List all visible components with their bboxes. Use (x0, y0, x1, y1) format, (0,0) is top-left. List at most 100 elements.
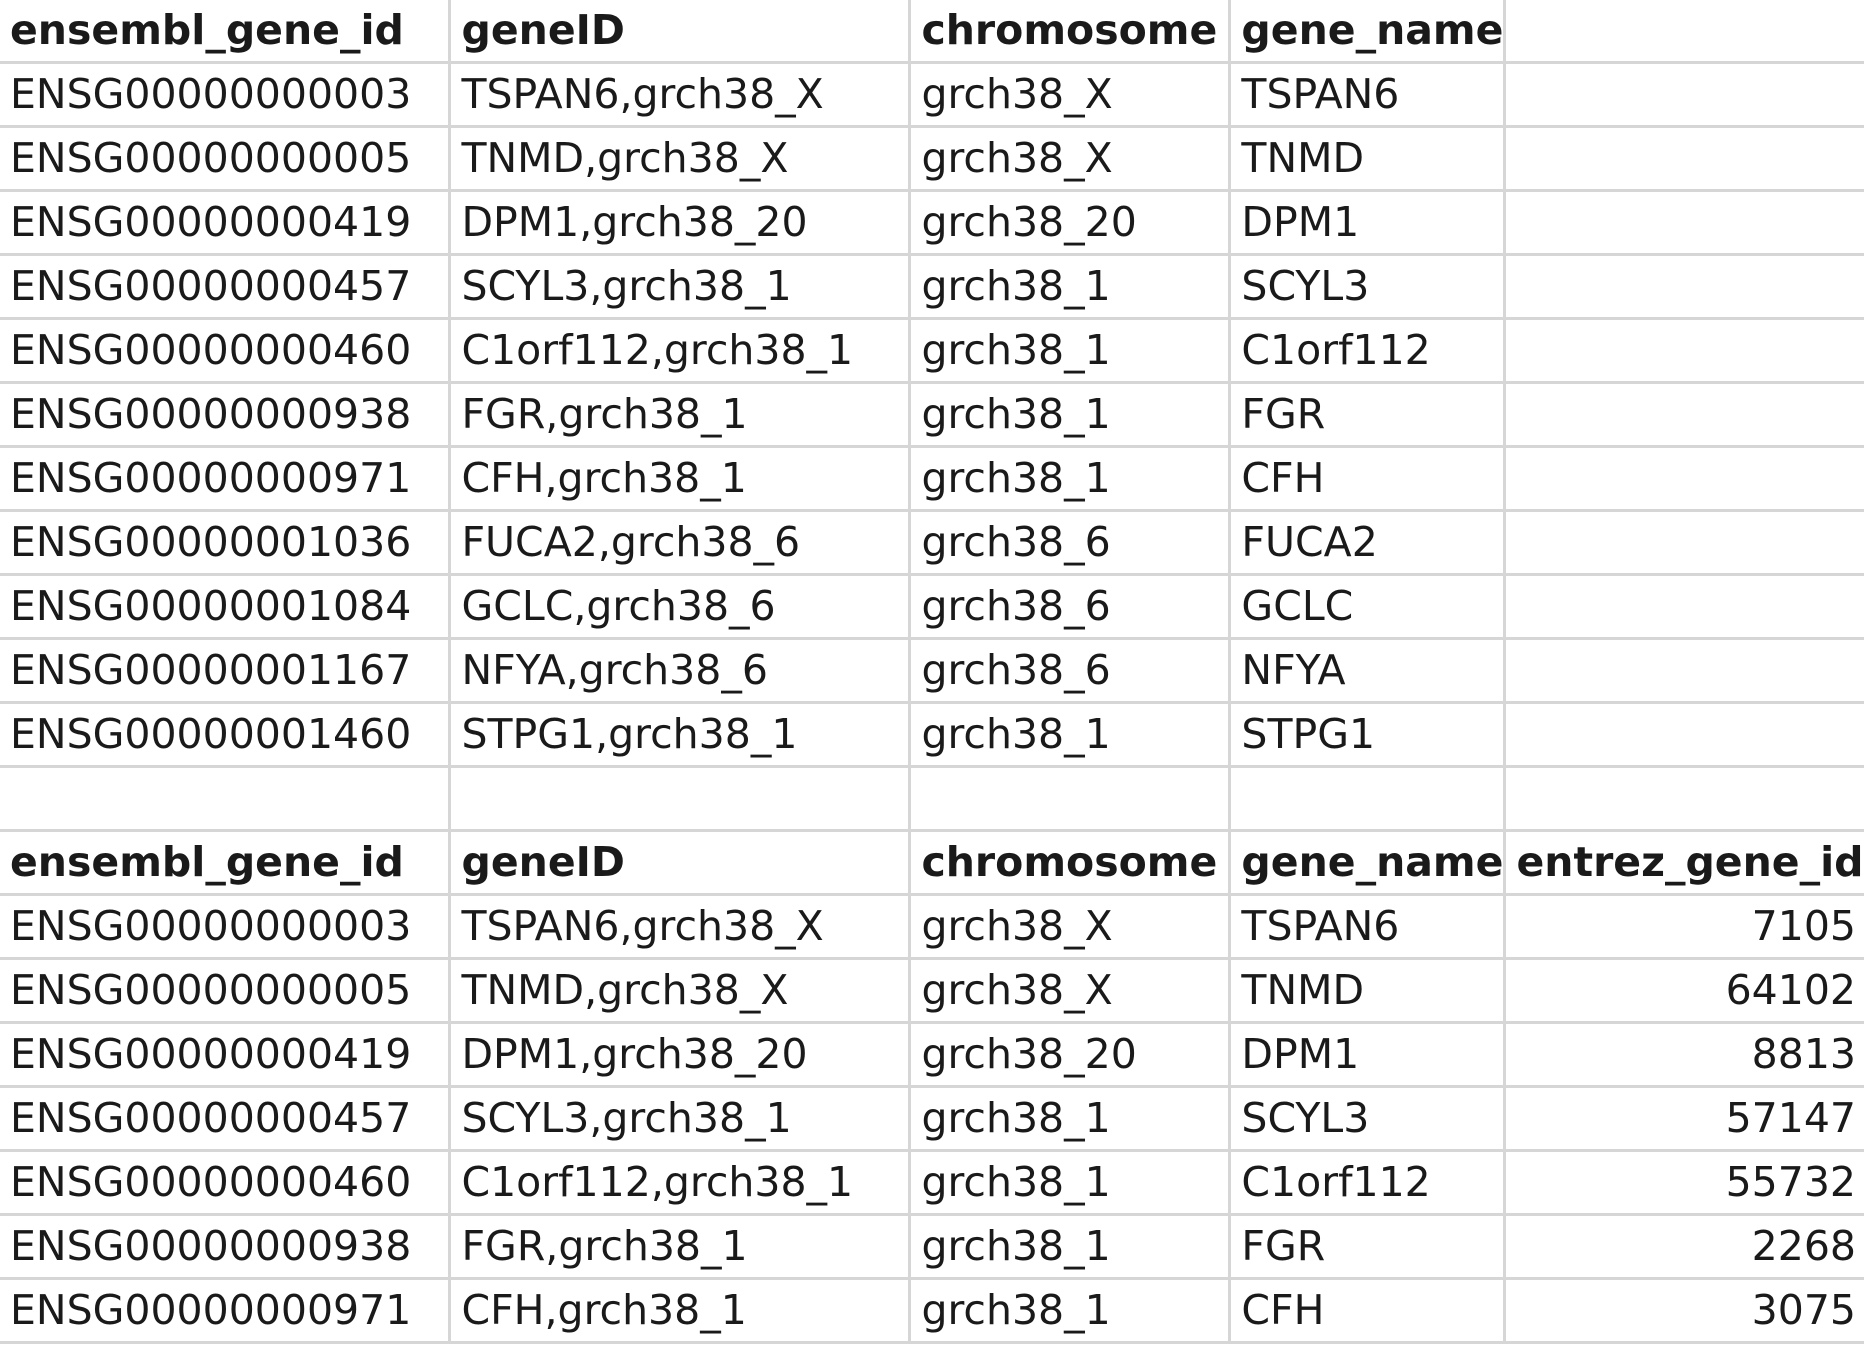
cell-empty[interactable] (1504, 702, 1864, 768)
cell-gene-name[interactable]: SCYL3 (1229, 1086, 1507, 1152)
cell-chromosome[interactable]: grch38_1 (909, 1086, 1232, 1152)
cell-entrez-gene-id[interactable]: 64102 (1504, 958, 1864, 1024)
cell-ensembl-gene-id[interactable]: ENSG00000000971 (0, 1278, 452, 1344)
cell-gene-name[interactable]: TSPAN6 (1229, 894, 1507, 960)
cell-chromosome[interactable]: grch38_20 (909, 1022, 1232, 1088)
cell-gene-name[interactable]: C1orf112 (1229, 318, 1507, 384)
cell-gene-name[interactable]: FGR (1229, 1214, 1507, 1280)
cell-gene-name[interactable]: TNMD (1229, 126, 1507, 192)
header-cell[interactable]: geneID (449, 830, 912, 896)
cell-empty[interactable] (1504, 382, 1864, 448)
cell-empty[interactable] (1504, 574, 1864, 640)
cell-entrez-gene-id[interactable]: 7105 (1504, 894, 1864, 960)
header-cell[interactable]: ensembl_gene_id (0, 0, 452, 64)
cell-ensembl-gene-id[interactable]: ENSG00000000005 (0, 958, 452, 1024)
cell-chromosome[interactable]: grch38_X (909, 126, 1232, 192)
cell-gene-id[interactable]: CFH,grch38_1 (449, 446, 912, 512)
cell-ensembl-gene-id[interactable]: ENSG00000000457 (0, 1086, 452, 1152)
cell-ensembl-gene-id[interactable]: ENSG00000000460 (0, 318, 452, 384)
cell-empty[interactable] (1504, 638, 1864, 704)
cell-empty[interactable] (1504, 62, 1864, 128)
cell-gene-name[interactable]: FUCA2 (1229, 510, 1507, 576)
header-cell[interactable]: chromosome (909, 830, 1232, 896)
cell-gene-id[interactable]: TNMD,grch38_X (449, 958, 912, 1024)
cell-ensembl-gene-id[interactable]: ENSG00000000005 (0, 126, 452, 192)
cell-empty[interactable] (1504, 446, 1864, 512)
cell-empty[interactable] (1504, 254, 1864, 320)
cell-chromosome[interactable]: grch38_1 (909, 702, 1232, 768)
cell-empty[interactable] (449, 766, 912, 832)
cell-ensembl-gene-id[interactable]: ENSG00000000938 (0, 382, 452, 448)
cell-chromosome[interactable]: grch38_6 (909, 638, 1232, 704)
cell-chromosome[interactable]: grch38_1 (909, 446, 1232, 512)
header-cell[interactable]: ensembl_gene_id (0, 830, 452, 896)
cell-chromosome[interactable]: grch38_1 (909, 1214, 1232, 1280)
cell-gene-id[interactable]: TNMD,grch38_X (449, 126, 912, 192)
cell-empty[interactable] (1504, 190, 1864, 256)
cell-gene-id[interactable]: TSPAN6,grch38_X (449, 62, 912, 128)
cell-gene-name[interactable]: NFYA (1229, 638, 1507, 704)
cell-gene-name[interactable]: TNMD (1229, 958, 1507, 1024)
header-cell[interactable]: gene_name (1229, 830, 1507, 896)
cell-gene-id[interactable]: C1orf112,grch38_1 (449, 318, 912, 384)
cell-chromosome[interactable]: grch38_6 (909, 510, 1232, 576)
cell-empty[interactable] (1504, 766, 1864, 832)
cell-gene-id[interactable]: FUCA2,grch38_6 (449, 510, 912, 576)
cell-empty[interactable] (1504, 126, 1864, 192)
cell-gene-id[interactable]: DPM1,grch38_20 (449, 190, 912, 256)
cell-chromosome[interactable]: grch38_1 (909, 382, 1232, 448)
cell-ensembl-gene-id[interactable]: ENSG00000000419 (0, 1022, 452, 1088)
header-cell[interactable]: entrez_gene_id (1504, 830, 1864, 896)
cell-gene-id[interactable]: SCYL3,grch38_1 (449, 254, 912, 320)
cell-ensembl-gene-id[interactable]: ENSG00000001167 (0, 638, 452, 704)
cell-gene-name[interactable]: GCLC (1229, 574, 1507, 640)
cell-empty[interactable] (909, 766, 1232, 832)
cell-gene-name[interactable]: STPG1 (1229, 702, 1507, 768)
cell-gene-name[interactable]: TSPAN6 (1229, 62, 1507, 128)
cell-ensembl-gene-id[interactable]: ENSG00000000419 (0, 190, 452, 256)
cell-ensembl-gene-id[interactable]: ENSG00000000457 (0, 254, 452, 320)
cell-empty[interactable] (1504, 510, 1864, 576)
cell-ensembl-gene-id[interactable]: ENSG00000000003 (0, 894, 452, 960)
cell-ensembl-gene-id[interactable]: ENSG00000000971 (0, 446, 452, 512)
cell-gene-name[interactable]: FGR (1229, 382, 1507, 448)
cell-chromosome[interactable]: grch38_1 (909, 1150, 1232, 1216)
cell-chromosome[interactable]: grch38_X (909, 894, 1232, 960)
cell-entrez-gene-id[interactable]: 8813 (1504, 1022, 1864, 1088)
cell-entrez-gene-id[interactable]: 2268 (1504, 1214, 1864, 1280)
cell-gene-id[interactable]: FGR,grch38_1 (449, 1214, 912, 1280)
cell-gene-id[interactable]: SCYL3,grch38_1 (449, 1086, 912, 1152)
cell-entrez-gene-id[interactable]: 55732 (1504, 1150, 1864, 1216)
header-cell[interactable]: gene_name (1229, 0, 1507, 64)
cell-empty[interactable] (1504, 318, 1864, 384)
cell-chromosome[interactable]: grch38_X (909, 958, 1232, 1024)
cell-ensembl-gene-id[interactable]: ENSG00000000003 (0, 62, 452, 128)
cell-gene-id[interactable]: DPM1,grch38_20 (449, 1022, 912, 1088)
cell-gene-name[interactable]: SCYL3 (1229, 254, 1507, 320)
cell-chromosome[interactable]: grch38_1 (909, 1278, 1232, 1344)
cell-ensembl-gene-id[interactable]: ENSG00000000460 (0, 1150, 452, 1216)
cell-gene-name[interactable]: CFH (1229, 1278, 1507, 1344)
cell-gene-name[interactable]: C1orf112 (1229, 1150, 1507, 1216)
cell-gene-id[interactable]: CFH,grch38_1 (449, 1278, 912, 1344)
cell-empty[interactable] (0, 766, 452, 832)
cell-ensembl-gene-id[interactable]: ENSG00000000938 (0, 1214, 452, 1280)
cell-chromosome[interactable]: grch38_1 (909, 254, 1232, 320)
header-cell[interactable]: geneID (449, 0, 912, 64)
cell-gene-id[interactable]: TSPAN6,grch38_X (449, 894, 912, 960)
cell-entrez-gene-id[interactable]: 57147 (1504, 1086, 1864, 1152)
cell-entrez-gene-id[interactable]: 3075 (1504, 1278, 1864, 1344)
cell-gene-id[interactable]: C1orf112,grch38_1 (449, 1150, 912, 1216)
header-cell[interactable]: chromosome (909, 0, 1232, 64)
cell-gene-name[interactable]: CFH (1229, 446, 1507, 512)
cell-ensembl-gene-id[interactable]: ENSG00000001036 (0, 510, 452, 576)
cell-gene-id[interactable]: FGR,grch38_1 (449, 382, 912, 448)
cell-ensembl-gene-id[interactable]: ENSG00000001084 (0, 574, 452, 640)
cell-gene-name[interactable]: DPM1 (1229, 1022, 1507, 1088)
cell-gene-id[interactable]: STPG1,grch38_1 (449, 702, 912, 768)
cell-gene-name[interactable]: DPM1 (1229, 190, 1507, 256)
cell-ensembl-gene-id[interactable]: ENSG00000001460 (0, 702, 452, 768)
cell-chromosome[interactable]: grch38_1 (909, 318, 1232, 384)
cell-chromosome[interactable]: grch38_6 (909, 574, 1232, 640)
cell-empty[interactable] (1229, 766, 1507, 832)
